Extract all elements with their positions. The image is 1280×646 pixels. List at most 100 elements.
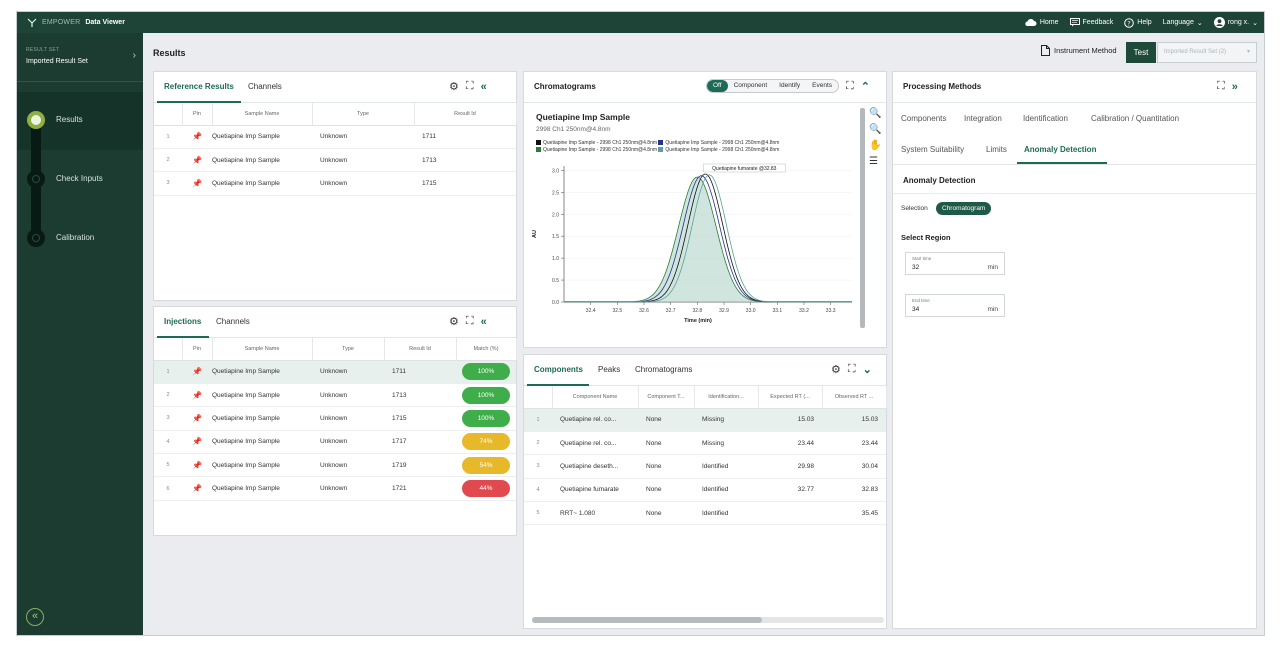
pin-icon[interactable]: 📌 (182, 453, 212, 478)
identification-cell: Identified (694, 454, 758, 479)
column-header[interactable]: Pin (182, 338, 213, 361)
expand-icon[interactable]: ⛶ (465, 80, 474, 92)
collapse-sidebar-icon[interactable]: « (26, 608, 44, 626)
tab-integration[interactable]: Integration (964, 114, 1002, 123)
zoom-in-icon[interactable]: 🔍 (869, 108, 882, 119)
column-header[interactable]: Type (312, 338, 385, 361)
column-header[interactable]: Identification... (694, 386, 759, 409)
language-menu[interactable]: Language ⌄ (1163, 19, 1203, 27)
column-header[interactable]: Sample Name (212, 338, 313, 361)
toggle-component[interactable]: Component (733, 82, 768, 89)
table-row[interactable]: 5 RRT~ 1.080 None Identified 35.45 (524, 501, 886, 526)
legend-item[interactable]: Quetiapine Imp Sample - 2998 Ch1 250nm@4… (536, 140, 657, 146)
tab-channels[interactable]: Channels (216, 317, 250, 326)
tab-components[interactable]: Components (901, 114, 947, 123)
nav-help[interactable]: ? Help (1124, 17, 1152, 28)
table-horizontal-scrollbar[interactable] (532, 617, 884, 623)
tab-chromatograms[interactable]: Chromatograms (635, 365, 693, 374)
step-check-inputs[interactable]: Check Inputs (17, 170, 143, 190)
tab-components[interactable]: Components (534, 365, 583, 374)
tab-limits[interactable]: Limits (986, 145, 1007, 154)
nav-home[interactable]: Home (1024, 18, 1059, 27)
table-row-selected[interactable]: 1 Quetiapine rel. co... None Missing 15.… (524, 408, 886, 432)
expand-icon[interactable]: ⛶ (465, 315, 474, 327)
step-results[interactable]: Results (17, 111, 143, 131)
tab-reference-results[interactable]: Reference Results (164, 82, 234, 91)
gear-icon[interactable]: ⚙ (449, 81, 459, 93)
pin-icon[interactable]: 📌 (182, 383, 212, 408)
pin-icon[interactable]: 📌 (182, 406, 212, 431)
tab-peaks[interactable]: Peaks (598, 365, 621, 374)
tab-identification[interactable]: Identification (1023, 114, 1068, 123)
table-row[interactable]: 6 📌 Quetiapine Imp Sample Unknown 1721 4… (154, 476, 516, 501)
nav-feedback[interactable]: Feedback (1069, 18, 1113, 27)
stack-icon[interactable]: ☰ (869, 156, 878, 167)
instrument-method-button[interactable]: Instrument Method (1041, 45, 1117, 56)
table-row[interactable]: 4 📌 Quetiapine Imp Sample Unknown 1717 7… (154, 430, 516, 455)
legend-item[interactable]: Quetiapine Imp Sample - 2998 Ch1 250nm@4… (536, 147, 657, 153)
pin-icon[interactable]: 📌 (182, 360, 212, 384)
column-header[interactable]: Observed RT ... (822, 386, 887, 409)
collapse-right-icon[interactable]: » (1231, 80, 1238, 93)
pin-icon[interactable]: 📌 (182, 125, 212, 149)
column-header[interactable]: Sample Name (212, 103, 313, 126)
table-row[interactable]: 2 📌 Quetiapine Imp Sample Unknown 1713 1… (154, 383, 516, 408)
table-row[interactable]: 3 📌 Quetiapine Imp Sample Unknown 1715 (154, 171, 516, 196)
pin-icon[interactable]: 📌 (182, 171, 212, 196)
tab-system-suitability[interactable]: System Suitability (901, 145, 965, 154)
result-set-selector[interactable]: RESULT SET Imported Result Set › (17, 33, 143, 82)
pin-icon[interactable]: 📌 (182, 430, 212, 455)
row-number: 3 (154, 406, 182, 431)
collapse-left-icon[interactable]: « (480, 315, 487, 328)
column-header[interactable]: Component Name (552, 386, 639, 409)
user-menu[interactable]: rong x. ⌄ (1213, 17, 1258, 28)
column-header[interactable]: Component T... (638, 386, 695, 409)
table-row-selected[interactable]: 1 📌 Quetiapine Imp Sample Unknown 1711 1… (154, 360, 516, 384)
column-header[interactable]: Match (%) (456, 338, 517, 361)
tab-injections[interactable]: Injections (164, 317, 202, 326)
column-header[interactable]: Type (312, 103, 415, 126)
zoom-out-icon[interactable]: 🔍 (869, 124, 882, 135)
start-time-field[interactable]: Start time 32 min (905, 252, 1005, 275)
collapse-up-icon[interactable]: ⌃ (860, 81, 870, 93)
pan-hand-icon[interactable]: ✋ (869, 140, 882, 151)
tab-anomaly-detection[interactable]: Anomaly Detection (1024, 145, 1097, 154)
column-header[interactable]: Pin (182, 103, 213, 126)
toggle-off[interactable]: Off (707, 80, 728, 92)
collapse-left-icon[interactable]: « (480, 80, 487, 93)
gear-icon[interactable]: ⚙ (449, 316, 459, 328)
scrollbar-thumb[interactable] (532, 617, 762, 623)
expand-icon[interactable]: ⛶ (1217, 80, 1225, 92)
column-header[interactable]: Result Id (414, 103, 517, 126)
pin-icon[interactable]: 📌 (182, 476, 212, 501)
column-header[interactable]: Result Id (384, 338, 457, 361)
table-row[interactable]: 3 Quetiapine deseth... None Identified 2… (524, 454, 886, 479)
expand-icon[interactable]: ⛶ (847, 363, 856, 375)
table-row[interactable]: 2 Quetiapine rel. co... None Missing 23.… (524, 431, 886, 456)
toggle-identify[interactable]: Identify (779, 82, 801, 89)
result-set-dropdown[interactable]: ▾ Imported Result Set (2) (1157, 42, 1257, 63)
brand[interactable]: EMPOWER Data Viewer (27, 12, 125, 33)
table-row[interactable]: 2 📌 Quetiapine Imp Sample Unknown 1713 (154, 148, 516, 173)
step-calibration[interactable]: Calibration (17, 229, 143, 249)
table-row[interactable]: 5 📌 Quetiapine Imp Sample Unknown 1719 5… (154, 453, 516, 478)
end-time-field[interactable]: End time 34 min (905, 294, 1005, 317)
legend-item[interactable]: Quetiapine Imp Sample - 2998 Ch1 250nm@4… (658, 147, 779, 153)
pin-icon[interactable]: 📌 (182, 148, 212, 173)
table-row[interactable]: 1 📌 Quetiapine Imp Sample Unknown 1711 (154, 125, 516, 149)
column-header[interactable]: Expected RT (... (758, 386, 823, 409)
tab-calibration-quantitation[interactable]: Calibration / Quantitation (1091, 114, 1180, 123)
table-row[interactable]: 3 📌 Quetiapine Imp Sample Unknown 1715 1… (154, 406, 516, 431)
result-id-cell: 1715 (414, 171, 516, 196)
expand-icon[interactable]: ⛶ (846, 80, 854, 92)
test-button[interactable]: Test (1126, 42, 1156, 63)
chart-vertical-scrollbar[interactable] (860, 108, 865, 328)
legend-item[interactable]: Quetiapine Imp Sample - 2998 Ch1 250nm@4… (658, 140, 779, 146)
gear-icon[interactable]: ⚙ (831, 364, 841, 376)
toggle-events[interactable]: Events (812, 82, 833, 89)
selection-chip-chromatogram[interactable]: Chromatogram (936, 202, 992, 215)
chromatogram-chart[interactable]: 0.0 0.5 1.0 1.5 2.0 2.5 3.0 32.4 32.5 32.6 32.7 32.… (528, 160, 858, 332)
collapse-down-icon[interactable]: ⌄ (862, 364, 872, 376)
table-row[interactable]: 4 Quetiapine fumarate None Identified 32… (524, 478, 886, 503)
tab-channels[interactable]: Channels (248, 82, 282, 91)
